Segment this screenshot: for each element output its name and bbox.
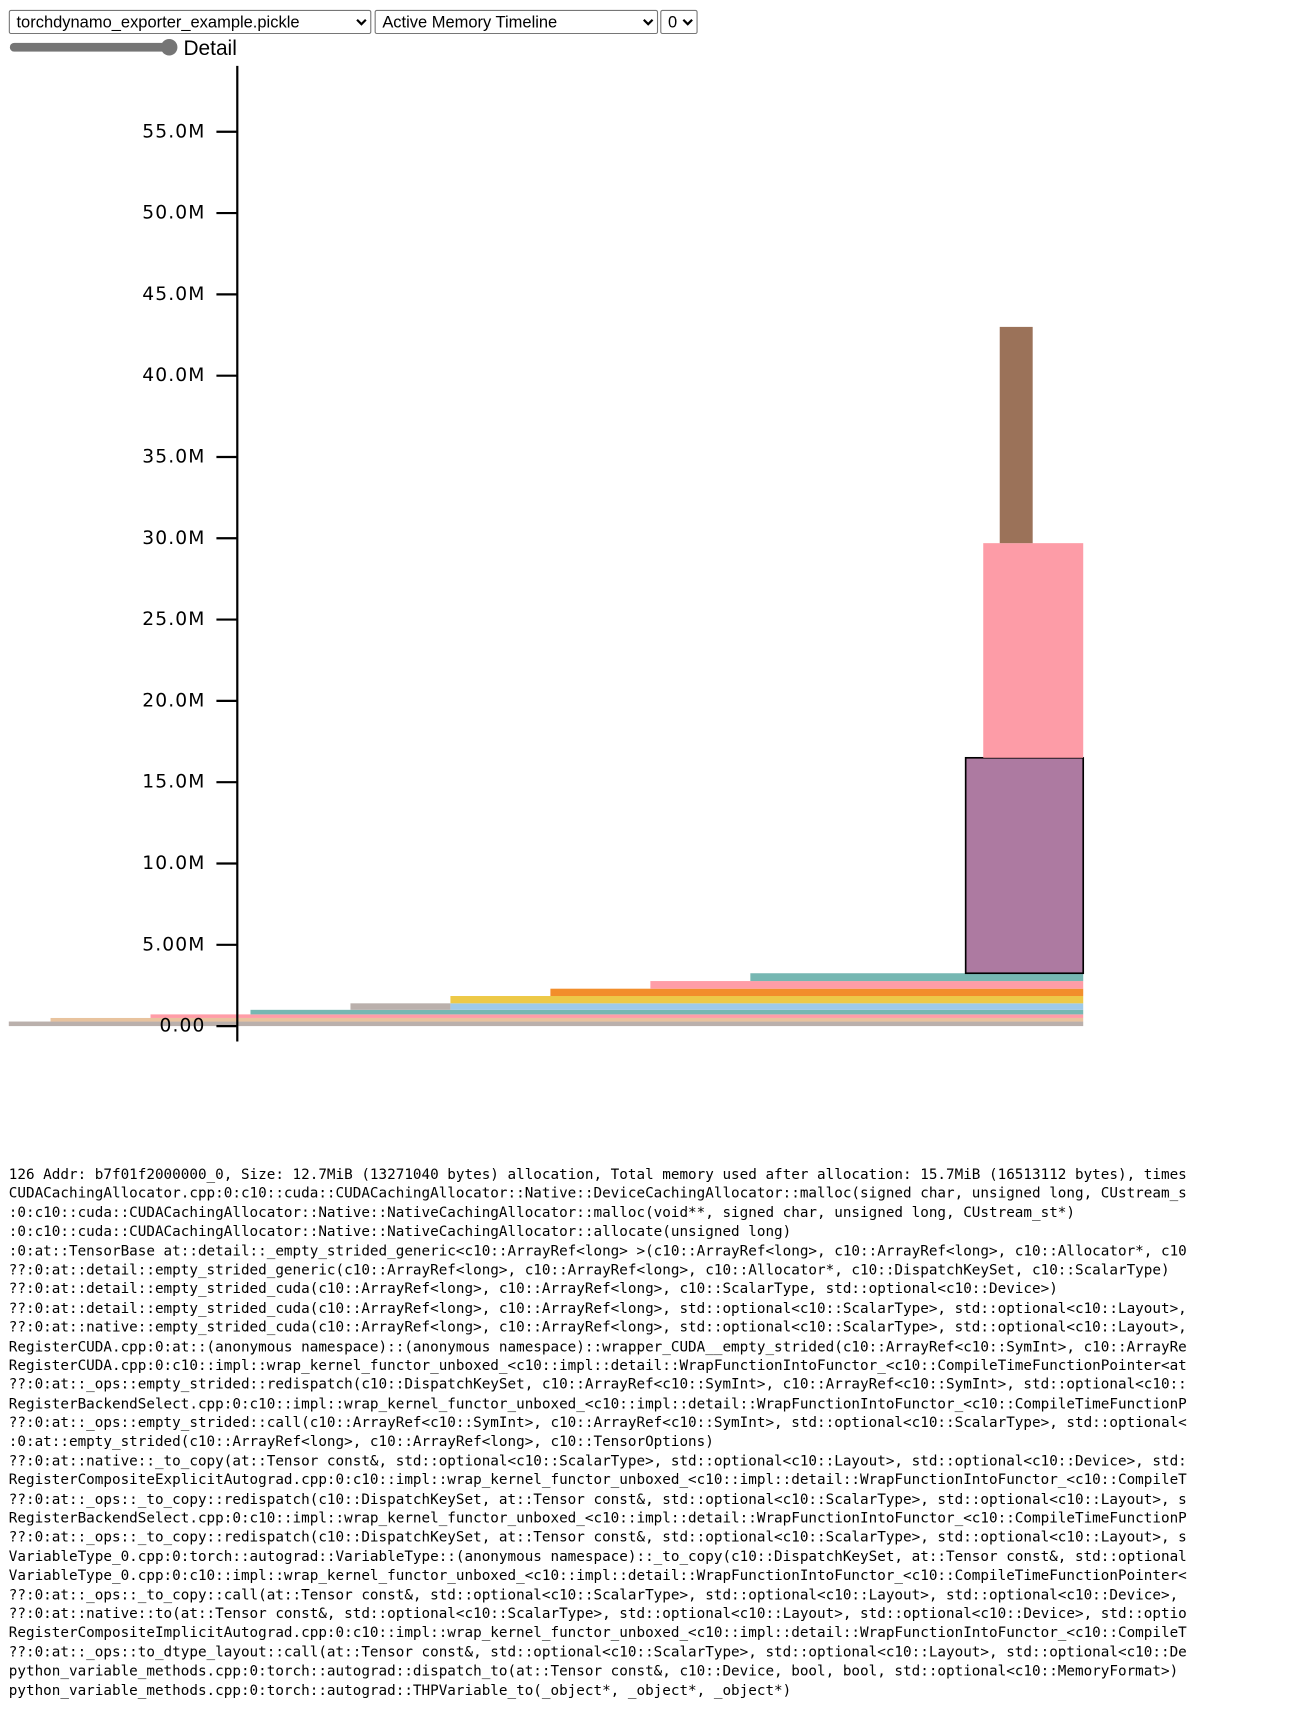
trace-line: ??:0:at::_ops::empty_strided::redispatch… <box>8 1376 1187 1394</box>
allocation-block <box>350 1003 451 1010</box>
trace-line: ??:0:at::_ops::_to_copy::redispatch(c10:… <box>8 1529 1187 1547</box>
trace-line: ??:0:at::_ops::to_dtype_layout::call(at:… <box>8 1644 1187 1661</box>
allocation-block <box>450 1003 1084 1010</box>
y-tick-label: 45.0M <box>142 284 205 305</box>
trace-line: 126 Addr: b7f01f2000000_0, Size: 12.7MiB… <box>8 1166 1187 1184</box>
trace-line: ??:0:at::_ops::empty_strided::call(c10::… <box>8 1415 1187 1432</box>
allocation-block <box>983 543 1084 758</box>
allocation-block <box>450 996 1084 1004</box>
y-tick-label: 50.0M <box>142 203 205 224</box>
y-tick-label: 10.0M <box>142 853 205 874</box>
trace-line: :0:at::TensorBase at::detail::_empty_str… <box>8 1243 1187 1260</box>
trace-line: RegisterCUDA.cpp:0:c10::impl::wrap_kerne… <box>8 1357 1187 1375</box>
y-tick-label: 30.0M <box>142 528 205 549</box>
allocation-block <box>964 756 1085 975</box>
trace-line: RegisterBackendSelect.cpp:0:c10::impl::w… <box>8 1510 1187 1528</box>
allocation-block <box>650 981 1084 989</box>
allocation-block <box>999 326 1033 544</box>
trace-line: python_variable_methods.cpp:0:torch::aut… <box>8 1682 792 1700</box>
slider-label: Detail <box>183 37 237 61</box>
allocation-block <box>50 1017 1084 1022</box>
trace-line: CUDACachingAllocator.cpp:0:c10::cuda::CU… <box>8 1185 1187 1203</box>
trace-line: ??:0:at::native::_to_copy(at::Tensor con… <box>8 1453 1187 1470</box>
memory-timeline-chart: 0.00 5.00M 10.0M 15.0M 20.0M 25.0M 30.0M 35.0M 4… <box>8 65 1085 1042</box>
trace-line: VariableType_0.cpp:0:c10::impl::wrap_ker… <box>8 1567 1187 1585</box>
y-tick-label: 25.0M <box>142 609 205 630</box>
y-tick-label: 35.0M <box>142 446 205 467</box>
trace-line: :0:c10::cuda::CUDACachingAllocator::Nati… <box>8 1204 1075 1222</box>
allocation-block <box>550 988 1084 997</box>
y-tick-label: 15.0M <box>142 772 205 793</box>
allocation-block <box>8 1021 1084 1027</box>
trace-line: ??:0:at::detail::empty_strided_cuda(c10:… <box>8 1281 1058 1298</box>
trace-line: :0:c10::cuda::CUDACachingAllocator::Nati… <box>8 1224 792 1241</box>
trace-line: ??:0:at::native::to(at::Tensor const&, s… <box>8 1606 1187 1623</box>
trace-line: ??:0:at::native::empty_strided_cuda(c10:… <box>8 1319 1187 1337</box>
trace-line: RegisterBackendSelect.cpp:0:c10::impl::w… <box>8 1395 1187 1413</box>
device-select[interactable]: 0 <box>660 9 698 35</box>
trace-line: VariableType_0.cpp:0:torch::autograd::Va… <box>8 1548 1187 1566</box>
trace-line: RegisterCompositeExplicitAutograd.cpp:0:… <box>8 1472 1187 1489</box>
file-select[interactable]: torchdynamo_exporter_example.pickle <box>8 9 372 35</box>
allocation-details: 126 Addr: b7f01f2000000_0, Size: 12.7MiB… <box>9 1166 1292 1723</box>
y-tick-label: 5.00M <box>142 934 205 955</box>
view-select[interactable]: Active Memory Timeline <box>374 9 659 35</box>
y-tick-label: 40.0M <box>142 365 205 386</box>
trace-line: ??:0:at::_ops::_to_copy::call(at::Tensor… <box>8 1587 1179 1604</box>
y-tick-label: 20.0M <box>142 690 205 711</box>
trace-line: ??:0:at::_ops::_to_copy::redispatch(c10:… <box>8 1491 1187 1508</box>
trace-line: RegisterCUDA.cpp:0:at::(anonymous namesp… <box>8 1338 1187 1356</box>
detail-slider[interactable] <box>8 38 178 57</box>
trace-line: python_variable_methods.cpp:0:torch::aut… <box>8 1663 1179 1680</box>
allocation-block <box>150 1014 1084 1018</box>
y-tick-label: 55.0M <box>142 121 205 142</box>
allocation-block <box>750 973 1084 982</box>
y-tick-label: 0.00 <box>160 1016 206 1037</box>
trace-line: RegisterCompositeImplicitAutograd.cpp:0:… <box>8 1625 1187 1642</box>
trace-line: ??:0:at::detail::empty_strided_generic(c… <box>8 1262 1170 1279</box>
trace-line: ??:0:at::detail::empty_strided_cuda(c10:… <box>8 1300 1187 1317</box>
trace-line: :0:at::empty_strided(c10::ArrayRef<long>… <box>8 1434 714 1451</box>
allocation-block <box>250 1009 1084 1015</box>
